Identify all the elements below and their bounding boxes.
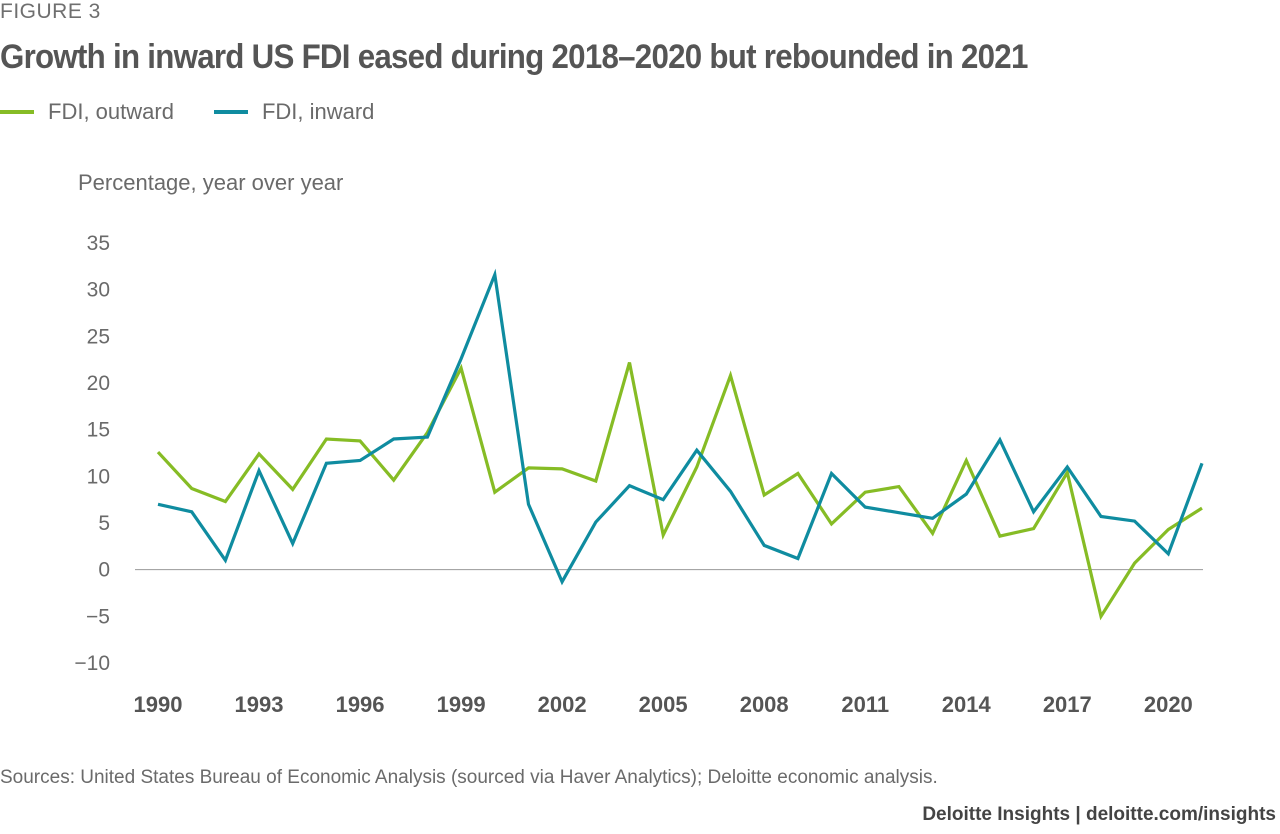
y-tick-label: −5	[86, 605, 110, 628]
x-tick-label: 2011	[841, 692, 889, 717]
figure-label: FIGURE 3	[0, 0, 101, 23]
y-tick-label: 35	[87, 232, 110, 255]
y-tick-label: 0	[98, 559, 110, 582]
legend-item-inward: FDI, inward	[213, 99, 375, 125]
footer-credit: Deloitte Insights | deloitte.com/insight…	[922, 804, 1276, 825]
y-tick-label: 15	[87, 419, 110, 442]
y-tick-label: 30	[87, 279, 110, 302]
x-tick-label: 2005	[639, 692, 688, 717]
x-tick-label: 2002	[538, 692, 587, 717]
y-tick-label: −10	[74, 652, 110, 675]
x-tick-label: 1996	[336, 692, 385, 717]
x-tick-label: 2014	[942, 692, 992, 717]
legend-label-inward: FDI, inward	[261, 99, 375, 124]
x-tick-label: 1999	[437, 692, 486, 717]
y-tick-label: 25	[87, 325, 110, 348]
y-tick-label: 10	[87, 465, 110, 488]
series-line-fdi-inward	[157, 268, 1204, 586]
source-note: Sources: United States Bureau of Economi…	[0, 767, 938, 788]
x-tick-label: 1993	[235, 692, 284, 717]
x-tick-label: 1990	[134, 692, 183, 717]
y-tick-label: 5	[98, 512, 110, 535]
legend-swatch-inward	[213, 110, 248, 114]
x-tick-label: 2017	[1043, 692, 1092, 717]
legend: FDI, outward FDI, inward	[0, 97, 414, 127]
y-tick-label: 20	[87, 372, 110, 395]
x-tick-label: 2020	[1144, 692, 1193, 717]
legend-label-outward: FDI, outward	[48, 99, 174, 124]
legend-swatch-outward	[0, 110, 34, 114]
chart-title: Growth in inward US FDI eased during 201…	[0, 38, 1028, 76]
series-line-fdi-outward	[156, 362, 1203, 621]
y-axis-label: Percentage, year over year	[78, 170, 344, 195]
legend-item-outward: FDI, outward	[0, 99, 174, 125]
x-tick-label: 2008	[740, 692, 789, 717]
